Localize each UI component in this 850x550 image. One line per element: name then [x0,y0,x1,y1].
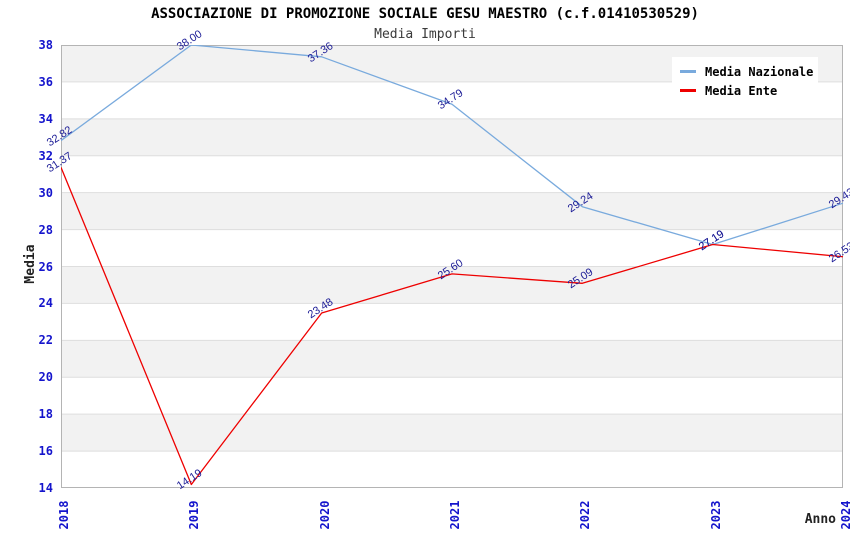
x-tick-label: 2019 [187,500,202,530]
plot-band [61,451,843,488]
y-tick-label: 18 [38,407,53,422]
plot-band [61,414,843,452]
x-tick-label: 2020 [317,500,332,530]
plot-band [61,303,843,341]
plot-border [61,45,843,488]
legend: Media Nazionale Media Ente [672,57,818,106]
legend-label: Media Nazionale [705,64,814,79]
y-tick-label: 30 [38,185,53,200]
y-tick-label: 24 [38,296,53,311]
y-tick-label: 26 [38,259,53,274]
y-tick-label: 36 [38,74,53,89]
legend-label: Media Ente [705,83,778,98]
y-tick-label: 34 [38,111,53,126]
chart-subtitle: Media Importi [374,27,476,42]
plot-band [61,229,843,267]
plot-band [61,155,843,193]
x-axis-title: Anno [804,512,836,527]
y-tick-label: 20 [38,370,53,385]
legend-line-swatch-icon [680,70,696,73]
x-tick-label: 2024 [839,500,850,530]
x-tick-label: 2021 [448,500,462,530]
y-tick-label: 28 [38,222,53,237]
y-tick-label: 14 [38,481,53,495]
plot-band [61,118,843,156]
plot-band [61,192,843,230]
plot-band [61,266,843,304]
plot-band [61,377,843,415]
plot-band [61,340,843,378]
x-tick-label: 2018 [57,500,71,530]
chart-title: ASSOCIAZIONE DI PROMOZIONE SOCIALE GESU … [151,6,699,22]
x-tick-label: 2023 [708,500,723,530]
y-tick-label: 38 [38,38,53,52]
legend-item: Media Ente [680,81,810,100]
legend-line-swatch-icon [680,89,696,92]
y-tick-label: 22 [38,333,53,348]
y-axis-title: Media [23,244,38,284]
y-tick-label: 16 [38,444,53,459]
legend-item: Media Nazionale [680,62,814,81]
y-tick-label: 32 [38,148,53,163]
media-ente-line [61,167,844,486]
x-tick-label: 2022 [578,500,593,530]
